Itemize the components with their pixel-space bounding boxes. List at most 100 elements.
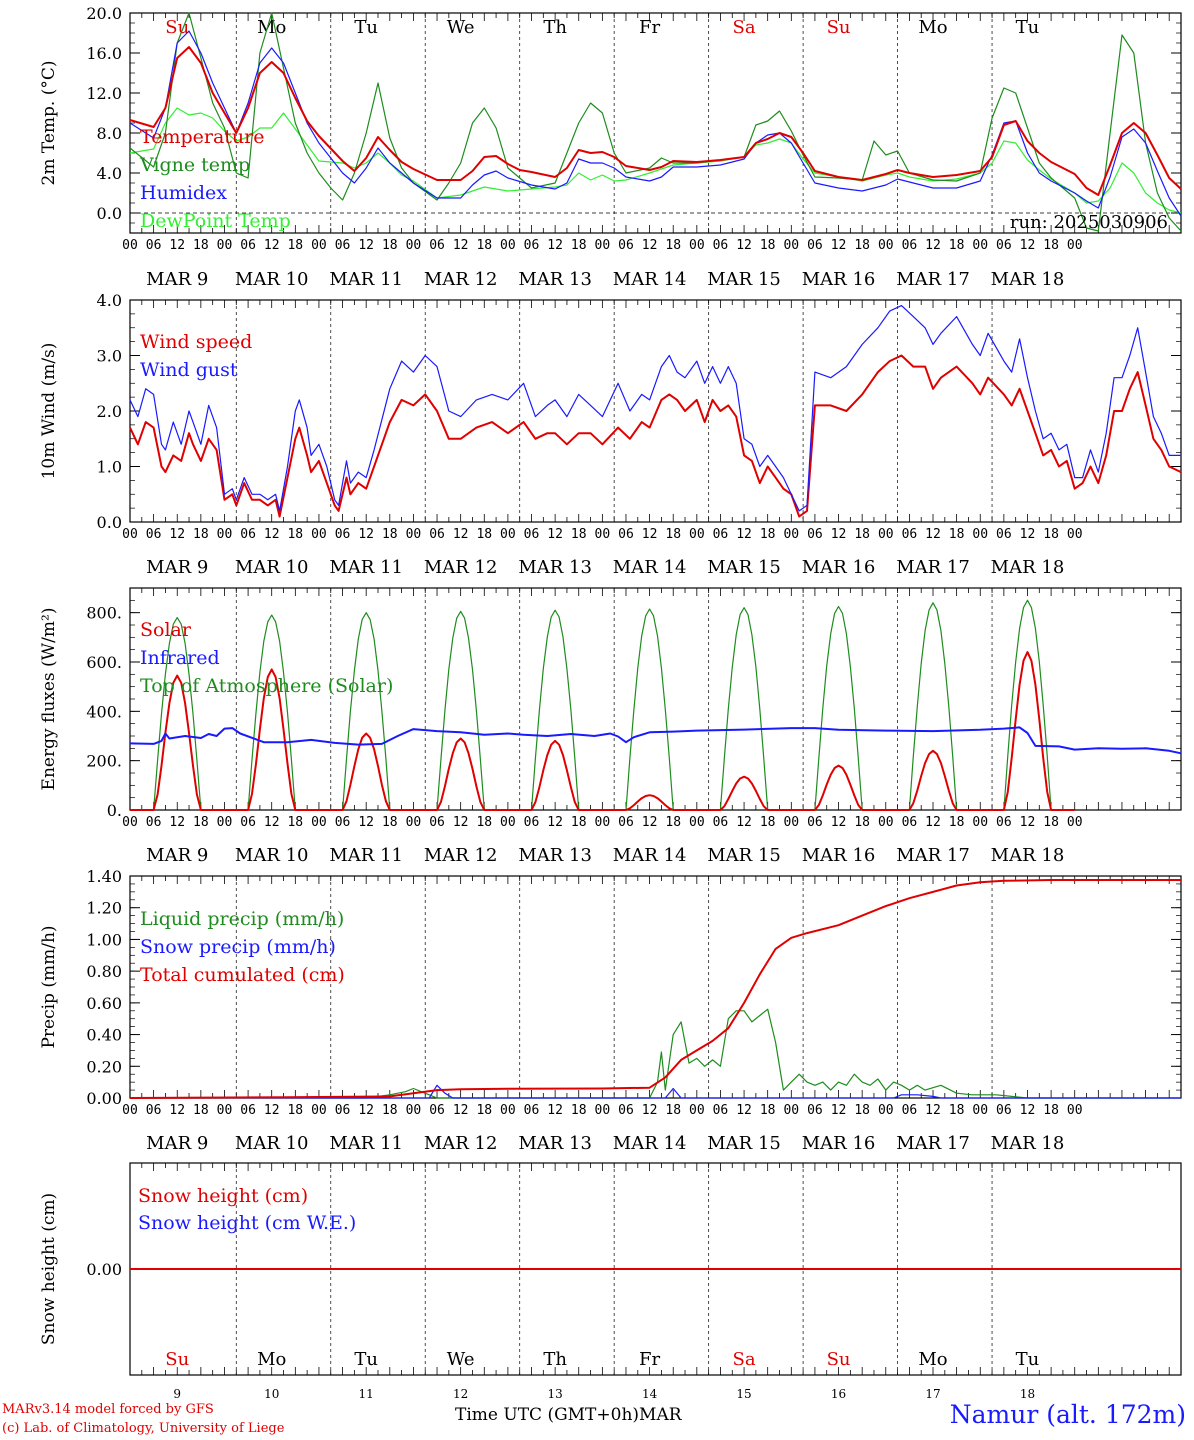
hour-tick-label: 06 — [524, 527, 540, 542]
y-axis-label: Precip (mm/h) — [39, 925, 59, 1048]
hour-tick-label: 00 — [783, 815, 799, 830]
date-label: MAR 11 — [329, 845, 403, 866]
hour-tick-label: 12 — [169, 815, 185, 830]
hour-tick-label: 06 — [429, 527, 445, 542]
hour-tick-label: 18 — [382, 815, 398, 830]
day-number-label: 12 — [453, 1387, 468, 1401]
hour-tick-label: 12 — [925, 527, 941, 542]
hour-tick-label: 12 — [169, 238, 185, 253]
y-tick-label: 0.40 — [86, 1026, 122, 1045]
y-axis-label: Snow height (cm) — [39, 1193, 59, 1345]
hour-tick-label: 00 — [406, 815, 422, 830]
hour-tick-label: 12 — [1020, 238, 1036, 253]
hour-tick-label: 00 — [406, 527, 422, 542]
hour-tick-label: 12 — [831, 1103, 847, 1118]
hour-tick-label: 12 — [642, 815, 658, 830]
weekday-label: Sa — [733, 1349, 756, 1370]
hour-tick-label: 06 — [429, 238, 445, 253]
hour-tick-label: 18 — [949, 527, 965, 542]
y-tick-label: 600. — [86, 653, 122, 672]
date-label: MAR 17 — [896, 269, 970, 290]
hour-tick-label: 00 — [1067, 815, 1083, 830]
y-tick-label: 1.0 — [97, 458, 122, 477]
hour-tick-label: 06 — [618, 238, 634, 253]
hour-tick-label: 12 — [642, 1103, 658, 1118]
y-tick-label: 20.0 — [86, 4, 122, 23]
hour-tick-label: 12 — [925, 1103, 941, 1118]
weekday-label: Mo — [918, 1349, 947, 1370]
legend-entry: Temperature — [140, 126, 264, 148]
hour-tick-label: 18 — [1043, 815, 1059, 830]
weekday-label: We — [447, 1349, 475, 1370]
y-tick-label: 0.20 — [86, 1057, 122, 1076]
hour-tick-label: 12 — [642, 527, 658, 542]
hour-tick-label: 00 — [500, 815, 516, 830]
hour-tick-label: 12 — [358, 1103, 374, 1118]
day-number-label: 16 — [831, 1387, 846, 1401]
hour-tick-label: 18 — [665, 815, 681, 830]
hour-tick-label: 12 — [736, 527, 752, 542]
y-axis-label: 10m Wind (m/s) — [39, 343, 59, 480]
weekday-label: Mo — [257, 17, 286, 38]
hour-tick-label: 18 — [760, 1103, 776, 1118]
date-label: MAR 13 — [518, 1133, 592, 1154]
hour-tick-label: 00 — [783, 238, 799, 253]
series-line-vigne-temp — [129, 12, 1182, 232]
hour-tick-label: 06 — [618, 527, 634, 542]
hour-tick-label: 00 — [878, 527, 894, 542]
hour-tick-label: 18 — [571, 527, 587, 542]
date-label: MAR 9 — [146, 269, 208, 290]
legend-entry: Snow height (cm) — [138, 1185, 308, 1207]
hour-tick-label: 00 — [311, 527, 327, 542]
date-label: MAR 15 — [707, 557, 781, 578]
hour-tick-label: 06 — [240, 527, 256, 542]
hour-tick-label: 12 — [453, 1103, 469, 1118]
y-tick-label: 12.0 — [86, 84, 122, 103]
legend-entry: Wind speed — [140, 331, 252, 353]
weekday-label: Th — [543, 17, 567, 38]
day-number-label: 10 — [264, 1387, 279, 1401]
date-label: MAR 15 — [707, 845, 781, 866]
weekday-label: Fr — [639, 1349, 660, 1370]
hour-tick-label: 06 — [146, 1103, 162, 1118]
hour-tick-label: 18 — [571, 1103, 587, 1118]
hour-tick-label: 06 — [713, 527, 729, 542]
hour-tick-label: 00 — [122, 527, 138, 542]
date-label: MAR 15 — [707, 1133, 781, 1154]
y-tick-label: 4.0 — [97, 164, 122, 183]
date-label: MAR 13 — [518, 269, 592, 290]
legend-entry: Liquid precip (mm/h) — [140, 908, 344, 930]
series-line-temperature — [129, 46, 1182, 196]
hour-tick-label: 12 — [358, 238, 374, 253]
legend-entry: Snow height (cm W.E.) — [138, 1212, 356, 1234]
y-tick-label: 16.0 — [86, 44, 122, 63]
hour-tick-label: 00 — [311, 238, 327, 253]
day-number-label: 17 — [925, 1387, 940, 1401]
hour-tick-label: 12 — [547, 527, 563, 542]
hour-tick-label: 06 — [807, 815, 823, 830]
legend-entry: Top of Atmosphere (Solar) — [140, 675, 393, 697]
hour-tick-label: 18 — [665, 238, 681, 253]
y-axis-label: 2m Temp. (°C) — [39, 60, 59, 185]
weekday-label: Su — [827, 1349, 851, 1370]
date-label: MAR 10 — [235, 845, 309, 866]
x-axis-title: Time UTC (GMT+0h)MAR — [455, 1405, 682, 1425]
hour-tick-label: 06 — [146, 527, 162, 542]
date-label: MAR 14 — [613, 269, 687, 290]
y-tick-label: 0.00 — [86, 1089, 122, 1108]
y-tick-label: 0.00 — [86, 1260, 122, 1279]
hour-tick-label: 00 — [406, 1103, 422, 1118]
hour-tick-label: 06 — [807, 238, 823, 253]
hour-tick-label: 12 — [925, 815, 941, 830]
hour-tick-label: 06 — [146, 815, 162, 830]
plot-frame — [129, 587, 1182, 811]
hour-tick-label: 00 — [689, 527, 705, 542]
weekday-label: Tu — [354, 1349, 378, 1370]
hour-tick-label: 12 — [547, 815, 563, 830]
hour-tick-label: 00 — [595, 238, 611, 253]
hour-tick-label: 06 — [902, 238, 918, 253]
hour-tick-label: 00 — [972, 238, 988, 253]
legend-entry: Total cumulated (cm) — [140, 964, 345, 986]
series-line-infrared — [129, 726, 1182, 755]
hour-tick-label: 00 — [689, 238, 705, 253]
